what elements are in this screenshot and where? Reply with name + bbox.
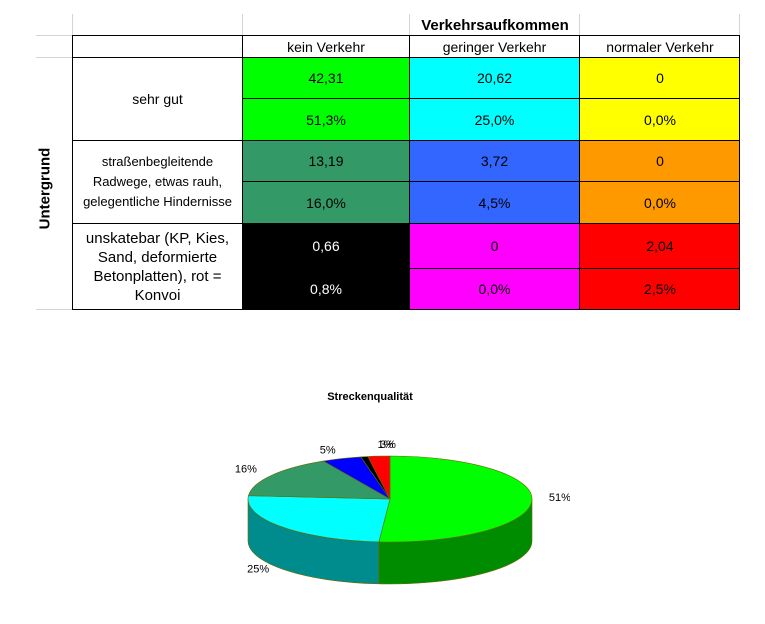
cell-percent: 0,0% bbox=[580, 182, 740, 223]
data-label: 1% bbox=[377, 439, 393, 451]
cell-value: 20,62 bbox=[410, 58, 579, 98]
table-border bbox=[72, 223, 740, 224]
column-header-kein-verkehr: kein Verkehr bbox=[287, 38, 365, 55]
grid-line bbox=[242, 14, 243, 36]
chart-title: Streckenqualität bbox=[327, 391, 413, 403]
table-border bbox=[242, 268, 740, 269]
row-label-sehr-gut: sehr gut bbox=[132, 90, 183, 107]
side-label-text: Untergrund bbox=[36, 147, 54, 229]
cell-value: 3,72 bbox=[410, 141, 579, 181]
grid-line bbox=[409, 14, 410, 36]
cell-value: 2,04 bbox=[580, 224, 740, 268]
cell-value: 0 bbox=[580, 141, 740, 181]
data-label: 16% bbox=[235, 464, 257, 476]
data-label: 5% bbox=[320, 445, 336, 457]
grid-line bbox=[579, 14, 580, 36]
table-border bbox=[72, 309, 740, 310]
column-header-normaler-verkehr: normaler Verkehr bbox=[606, 38, 714, 55]
cell-value: 13,19 bbox=[243, 141, 409, 181]
cell-value: 0 bbox=[580, 58, 740, 98]
column-header-geringer-verkehr: geringer Verkehr bbox=[442, 38, 547, 55]
row-label-unskatebar: unskatebar (KP, Kies, Sand, deformierte … bbox=[85, 230, 230, 304]
table-border bbox=[242, 98, 740, 99]
table-border bbox=[72, 35, 740, 36]
cell-percent: 51,3% bbox=[243, 99, 409, 140]
table-border bbox=[242, 181, 740, 182]
row-label-radwege: straßenbegleitende Radwege, etwas rauh, … bbox=[83, 154, 232, 209]
table-border bbox=[72, 35, 73, 310]
table-border bbox=[72, 57, 740, 58]
pie-chart: Streckenqualität 51% 25% 16% 5% 1%3% bbox=[235, 391, 570, 585]
cell-value: 0,66 bbox=[243, 224, 409, 268]
grid-line bbox=[36, 309, 72, 310]
table-border bbox=[72, 140, 740, 141]
cell-value: 42,31 bbox=[243, 58, 409, 98]
table-border bbox=[579, 35, 580, 310]
grid-line bbox=[72, 14, 73, 36]
pie-slice bbox=[378, 455, 533, 543]
table-title: Verkehrsaufkommen bbox=[421, 16, 569, 34]
cell-percent: 16,0% bbox=[243, 182, 409, 223]
data-label: 51% bbox=[549, 492, 570, 504]
cell-percent: 0,0% bbox=[410, 269, 579, 309]
cell-value: 0 bbox=[410, 224, 579, 268]
cell-percent: 4,5% bbox=[410, 182, 579, 223]
cell-percent: 0,0% bbox=[580, 99, 740, 140]
table-border bbox=[739, 35, 740, 310]
data-label: 3% bbox=[380, 439, 396, 451]
pie-layer: 51% 25% 16% 5% 1%3% bbox=[235, 439, 570, 585]
grid-line bbox=[36, 57, 72, 58]
pie-slice bbox=[247, 495, 391, 543]
cell-percent: 2,5% bbox=[580, 269, 740, 309]
grid-line bbox=[739, 14, 740, 36]
pie-slice bbox=[248, 460, 391, 500]
table-border bbox=[409, 35, 410, 310]
pie-slice bbox=[367, 455, 391, 500]
table-border bbox=[242, 35, 243, 310]
cell-percent: 25,0% bbox=[410, 99, 579, 140]
data-label: 25% bbox=[247, 563, 269, 575]
cell-percent: 0,8% bbox=[243, 269, 409, 309]
side-label: Untergrund bbox=[28, 140, 62, 236]
